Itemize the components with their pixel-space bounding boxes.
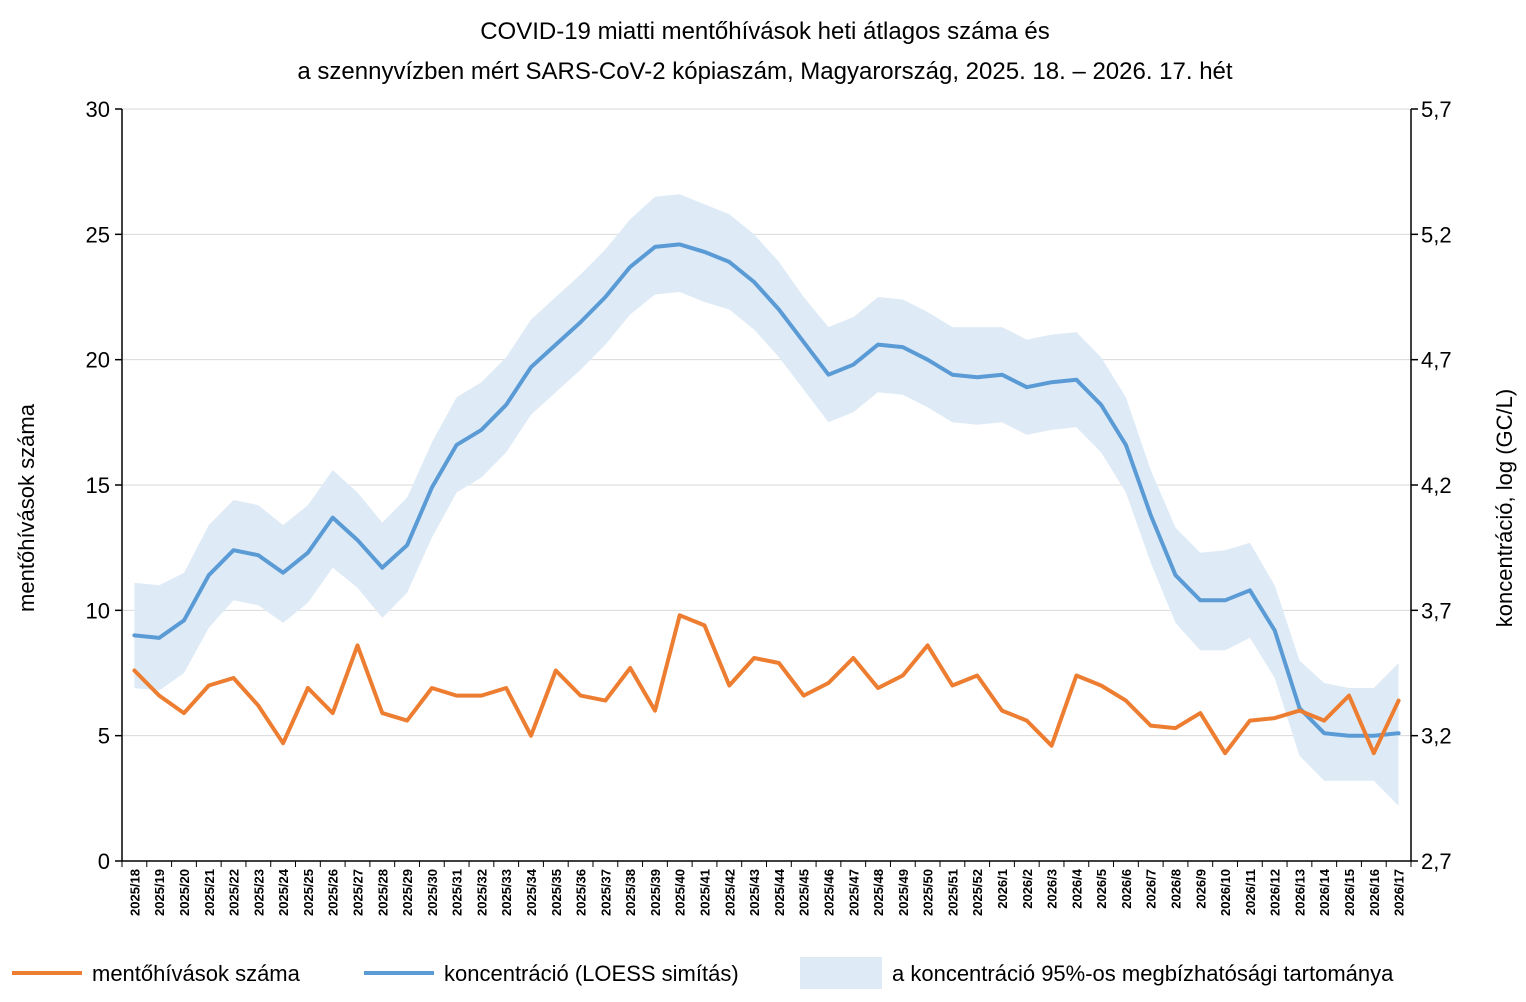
x-tick-label: 2026/14 [1317, 868, 1332, 916]
concentration-line [132, 242, 1401, 738]
x-tick-label: 2025/50 [921, 869, 936, 916]
right-tick-label: 5,7 [1421, 97, 1452, 122]
legend-label-calls: mentőhívások száma [92, 961, 301, 986]
x-tick-label: 2025/24 [276, 868, 291, 916]
x-tick-label: 2025/45 [797, 869, 812, 916]
right-axis-label: koncentráció, log (GC/L) [1492, 389, 1517, 627]
right-tick-label: 5,2 [1421, 222, 1452, 247]
right-axis-tick-labels: 2,7 3,2 3,7 4,2 4,7 5,2 5,7 [1421, 97, 1452, 874]
x-tick-label: 2025/30 [425, 869, 440, 916]
right-tick-label: 4,2 [1421, 473, 1452, 498]
x-tick-label: 2025/39 [648, 869, 663, 916]
legend: mentőhívások száma koncentráció (LOESS s… [12, 957, 1394, 989]
x-tick-label: 2026/2 [1020, 869, 1035, 909]
confidence-band-layer [134, 194, 1399, 806]
left-tick-label: 30 [86, 97, 110, 122]
right-tick-label: 3,2 [1421, 724, 1452, 749]
chart-subtitle: a szennyvízben mért SARS-CoV-2 kópiaszám… [297, 58, 1233, 85]
x-tick-label: 2025/41 [698, 869, 713, 916]
x-tick-label: 2026/17 [1392, 869, 1407, 916]
x-tick-label: 2025/46 [821, 869, 836, 916]
left-tick-label: 20 [86, 348, 110, 373]
confidence-band [134, 194, 1399, 806]
axes [115, 108, 1418, 867]
x-tick-label: 2026/10 [1218, 869, 1233, 916]
x-tick-label: 2026/12 [1268, 869, 1283, 916]
x-tick-label: 2025/40 [673, 869, 688, 916]
x-tick-label: 2026/1 [995, 869, 1010, 909]
x-tick-label: 2025/36 [574, 869, 589, 916]
x-tick-label: 2025/25 [301, 869, 316, 916]
x-tick-label: 2025/31 [450, 869, 465, 916]
x-tick-label: 2025/19 [152, 869, 167, 916]
x-tick-label: 2026/15 [1342, 869, 1357, 916]
x-tick-label: 2025/33 [499, 869, 514, 916]
x-tick-label: 2025/51 [945, 869, 960, 916]
x-tick-label: 2025/28 [375, 869, 390, 916]
left-tick-label: 25 [86, 222, 110, 247]
x-tick-label: 2026/7 [1144, 869, 1159, 909]
x-tick-label: 2025/52 [970, 869, 985, 916]
x-tick-label: 2026/3 [1045, 869, 1060, 909]
x-tick-label: 2025/27 [350, 869, 365, 916]
x-tick-label: 2025/43 [747, 869, 762, 916]
right-tick-label: 4,7 [1421, 348, 1452, 373]
legend-swatch-band [800, 957, 882, 989]
x-tick-label: 2026/8 [1169, 869, 1184, 909]
x-tick-label: 2025/18 [127, 869, 142, 916]
left-tick-label: 15 [86, 473, 110, 498]
x-tick-label: 2025/35 [549, 869, 564, 916]
x-tick-label: 2025/47 [846, 869, 861, 916]
x-tick-label: 2025/42 [722, 869, 737, 916]
x-tick-label: 2025/44 [772, 868, 787, 916]
legend-label-concentration: koncentráció (LOESS simítás) [444, 961, 739, 986]
x-tick-label: 2026/11 [1243, 869, 1258, 915]
x-tick-label: 2026/16 [1367, 869, 1382, 916]
legend-label-band: a koncentráció 95%-os megbízhatósági tar… [892, 961, 1394, 986]
x-tick-label: 2025/34 [524, 868, 539, 916]
left-axis-label: mentőhívások száma [14, 403, 39, 612]
left-tick-label: 0 [98, 849, 110, 874]
chart-title: COVID-19 miatti mentőhívások heti átlago… [480, 18, 1050, 45]
x-tick-label: 2025/32 [474, 869, 489, 916]
x-tick-label: 2025/23 [251, 869, 266, 916]
right-tick-label: 3,7 [1421, 598, 1452, 623]
x-tick-label: 2025/20 [177, 869, 192, 916]
x-tick-label: 2026/4 [1069, 868, 1084, 909]
series-layer [132, 242, 1401, 756]
x-tick-label: 2026/13 [1292, 869, 1307, 916]
x-tick-label: 2025/22 [227, 869, 242, 916]
right-tick-label: 2,7 [1421, 849, 1452, 874]
x-tick-label: 2026/5 [1094, 869, 1109, 909]
left-axis-tick-labels: 0 5 10 15 20 25 30 [86, 97, 110, 874]
x-tick-label: 2025/37 [598, 869, 613, 916]
x-tick-label: 2025/29 [400, 869, 415, 916]
calls-line [132, 613, 1401, 756]
x-tick-label: 2025/26 [326, 869, 341, 916]
x-tick-label: 2025/48 [871, 869, 886, 916]
x-tick-label: 2026/6 [1119, 869, 1134, 909]
left-tick-label: 5 [98, 724, 110, 749]
x-tick-label: 2025/21 [202, 869, 217, 916]
x-axis-tick-labels: 2025/18 2025/19 2025/20 2025/21 2025/22 2025/… [127, 868, 1406, 916]
x-tick-label: 2025/49 [896, 869, 911, 916]
x-tick-label: 2026/9 [1193, 869, 1208, 909]
x-tick-label: 2025/38 [623, 869, 638, 916]
left-tick-label: 10 [86, 598, 110, 623]
